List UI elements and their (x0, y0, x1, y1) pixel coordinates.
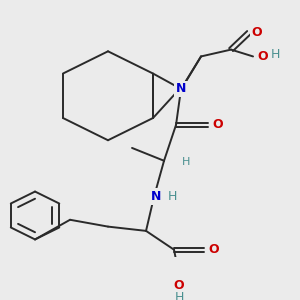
Text: H: H (182, 158, 190, 167)
Text: N: N (151, 190, 161, 203)
Text: H: H (270, 48, 280, 61)
Text: O: O (258, 50, 268, 63)
Text: O: O (213, 118, 223, 131)
Text: O: O (252, 26, 262, 39)
Text: H: H (167, 190, 177, 203)
Text: H: H (174, 291, 184, 300)
Text: N: N (176, 82, 186, 95)
Text: O: O (174, 279, 184, 292)
Text: O: O (209, 243, 219, 256)
